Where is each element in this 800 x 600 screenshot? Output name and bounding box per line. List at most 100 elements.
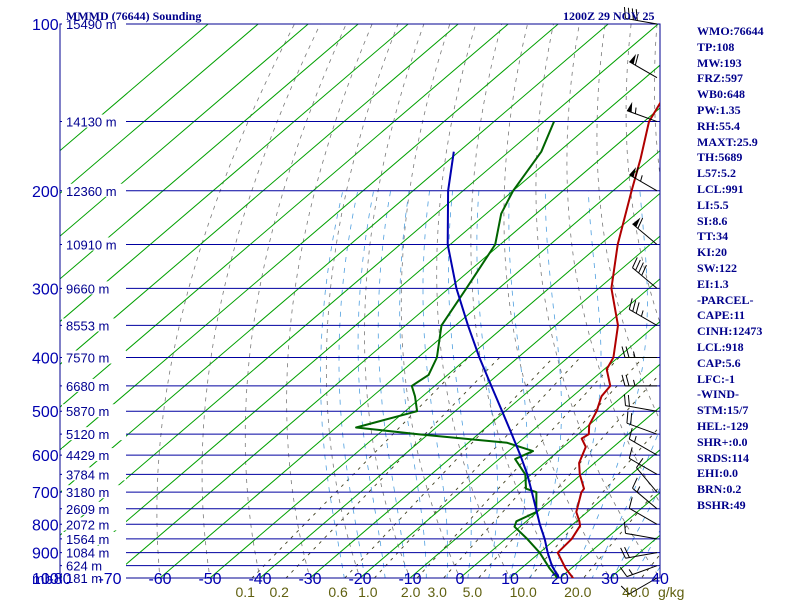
stat-line: LI:5.5 xyxy=(697,197,729,212)
stat-line: LFC:-1 xyxy=(697,371,735,386)
wind-barb xyxy=(626,101,658,123)
barb-full xyxy=(634,54,639,66)
temperature-tick-label: -70 xyxy=(98,571,121,588)
moist-adiabat xyxy=(377,190,407,578)
barb-half xyxy=(640,310,644,317)
barb-full xyxy=(630,413,633,425)
isotherm-line xyxy=(60,24,409,323)
height-label: 7570 m xyxy=(66,351,109,366)
barb-full xyxy=(625,346,630,358)
moist-adiabat xyxy=(529,190,562,578)
height-label-bg xyxy=(62,404,126,418)
wind-barb xyxy=(632,217,658,245)
height-label: 181 m xyxy=(66,571,102,586)
dry-adiabat xyxy=(470,24,561,578)
height-label-bg xyxy=(62,448,126,462)
wind-barb xyxy=(629,54,658,79)
pressure-tick-label: 800 xyxy=(32,517,59,534)
pressure-tick-label: 600 xyxy=(32,448,59,465)
mixing-ratio-label: 1.0 xyxy=(358,584,378,600)
height-label-bg xyxy=(62,558,126,572)
height-labels: 15490 m 14130 m 12360 m 10910 m 9660 m 8553 m… xyxy=(62,17,126,586)
barb-staff xyxy=(625,17,658,25)
barb-half xyxy=(633,379,636,387)
height-label-bg xyxy=(62,545,126,559)
barb-staff xyxy=(629,308,658,326)
height-label: 3180 m xyxy=(66,485,109,500)
dry-adiabat xyxy=(596,24,660,422)
barb-full xyxy=(632,300,637,312)
barb-full xyxy=(635,9,638,21)
barb-pennant xyxy=(629,167,637,178)
barb-full xyxy=(641,264,647,276)
mixing-ratio-line xyxy=(583,485,660,578)
stat-line: SHR+:0.0 xyxy=(697,434,748,449)
isotherm-line xyxy=(509,449,660,578)
barb-staff xyxy=(632,223,658,245)
temperature-tick-label: -80 xyxy=(48,571,71,588)
height-label: 8553 m xyxy=(66,318,109,333)
barb-full xyxy=(627,7,630,20)
stat-line: FRZ:597 xyxy=(697,71,743,86)
stat-line: -WIND- xyxy=(697,387,739,402)
wind-barb xyxy=(628,427,658,456)
moist-adiabat xyxy=(508,190,528,578)
isotherm-line xyxy=(60,24,259,195)
station-title: MMMD (76644) Sounding xyxy=(66,9,202,23)
temperature-tick-label: -50 xyxy=(198,571,221,588)
moist-adiabat xyxy=(591,427,660,578)
dry-adiabat xyxy=(503,24,611,578)
dry-adiabat xyxy=(286,24,373,578)
barb-staff xyxy=(632,267,658,289)
barb-staff xyxy=(629,507,658,525)
barb-full xyxy=(634,167,639,179)
pressure-tick-label: 500 xyxy=(32,404,59,421)
dewpoint-line xyxy=(355,121,559,578)
isotherm-line xyxy=(309,278,660,578)
pressure-tick-label: 1000 xyxy=(32,571,68,588)
wind-barb xyxy=(621,346,657,359)
height-label: 3784 m xyxy=(66,467,109,482)
isotherm-line xyxy=(60,24,509,408)
barb-pennant xyxy=(632,217,641,228)
isotherm-line xyxy=(109,107,660,578)
stat-line: KI:20 xyxy=(697,245,727,260)
stat-line: L57:5.2 xyxy=(697,166,736,181)
height-label-bg xyxy=(62,17,126,30)
height-label-bg xyxy=(62,485,126,499)
wind-barb xyxy=(636,458,658,493)
isotherm-line xyxy=(359,320,660,578)
height-label-bg xyxy=(62,427,126,441)
height-label: 2072 m xyxy=(66,517,109,532)
barb-full xyxy=(638,262,644,274)
isotherm-line xyxy=(60,24,559,451)
stat-line: SW:122 xyxy=(697,260,738,275)
barb-full xyxy=(624,546,630,558)
dry-adiabat xyxy=(325,24,399,578)
mixing-ratio-line xyxy=(344,357,554,578)
stat-line: MW:193 xyxy=(697,55,742,70)
height-label: 5120 m xyxy=(66,427,109,442)
barb-staff xyxy=(632,487,658,510)
height-label-bg xyxy=(62,467,126,481)
isobar-lines xyxy=(60,23,660,579)
stat-line: WB0:648 xyxy=(697,87,745,102)
mixing-ratio-label: 0.2 xyxy=(270,584,290,600)
barb-full xyxy=(625,374,630,387)
wind-barb xyxy=(620,577,658,595)
temperature-tick-labels: -80 -70 -60 -50 -40 -30 -20 -10 0 10 20 30 40 xyxy=(48,571,669,588)
barb-full xyxy=(636,458,644,468)
stat-line: RH:55.4 xyxy=(697,118,740,133)
isotherm-line xyxy=(459,406,660,578)
wind-barb xyxy=(632,257,658,289)
height-label: 624 m xyxy=(66,559,102,574)
barb-staff xyxy=(629,457,658,475)
moist-adiabat xyxy=(448,190,472,578)
stat-line: CAPE:11 xyxy=(697,308,745,323)
mixing-ratio-label: 10.0 xyxy=(510,584,537,600)
stat-line: WMO:76644 xyxy=(697,24,764,38)
barb-full xyxy=(635,259,641,271)
height-label: 14130 m xyxy=(66,115,117,130)
pressure-unit-label: mb xyxy=(32,571,53,588)
wind-barb xyxy=(623,7,658,25)
